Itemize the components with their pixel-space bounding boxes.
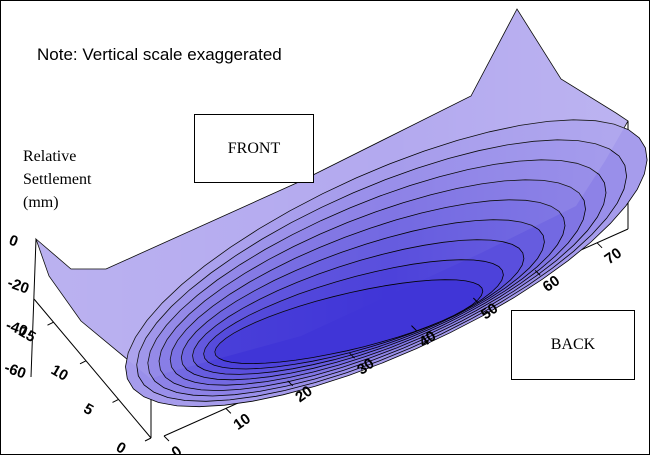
x-tick-label: 10: [230, 410, 253, 433]
y-tick-label: 5: [81, 400, 97, 419]
y-tick-label: 15: [16, 323, 39, 346]
x-tick-label: 40: [416, 327, 439, 350]
x-tick-label: 70: [602, 245, 625, 268]
y-tick-label: 10: [48, 362, 71, 385]
z-axis-title-line-1: Relative: [23, 148, 77, 165]
x-tick-label: 50: [478, 300, 501, 323]
x-tick-label: 60: [540, 272, 563, 295]
z-axis-title-line-3: (mm): [23, 194, 59, 211]
front-label-box: FRONT: [194, 114, 314, 183]
z-axis-title: Relative Settlement (mm): [23, 145, 91, 214]
front-label: FRONT: [227, 139, 281, 157]
surface-sheen: [36, 9, 628, 379]
x-tick-mark: [287, 380, 294, 387]
x-tick-label: 20: [292, 383, 315, 406]
x-tick-mark: [163, 435, 170, 442]
x-tick-mark: [225, 408, 232, 414]
vertical-scale-note: Note: Vertical scale exaggerated: [37, 45, 282, 64]
x-tick-mark: [534, 270, 541, 276]
back-label-box: BACK: [511, 310, 635, 380]
back-label: BACK: [550, 336, 596, 353]
x-tick-mark: [472, 297, 479, 304]
x-tick-mark: [349, 352, 355, 359]
z-tick-label: 0: [7, 232, 21, 251]
z-tick-label: -40: [4, 317, 30, 340]
x-tick-label: 30: [354, 355, 377, 378]
x-tick-label: 0: [169, 443, 186, 454]
settlement-surface: [35, 8, 648, 408]
y-tick-mark: [112, 398, 119, 403]
y-tick-mark: [144, 437, 152, 442]
x-tick-mark: [411, 325, 417, 331]
y-tick-mark: [47, 321, 54, 326]
z-tick-label: -60: [2, 359, 28, 382]
y-tick-mark: [79, 360, 87, 365]
axis-z-line: [30, 238, 37, 378]
y-tick-label: 0: [113, 439, 129, 454]
x-tick-mark: [596, 242, 603, 249]
z-tick-label: -20: [5, 274, 31, 297]
axis-ticks: 0 10 20 30 40 50 60 70 0 5 10 15 0 -20 -40 -60: [2, 232, 625, 454]
z-axis-title-line-2: Settlement: [23, 171, 92, 188]
